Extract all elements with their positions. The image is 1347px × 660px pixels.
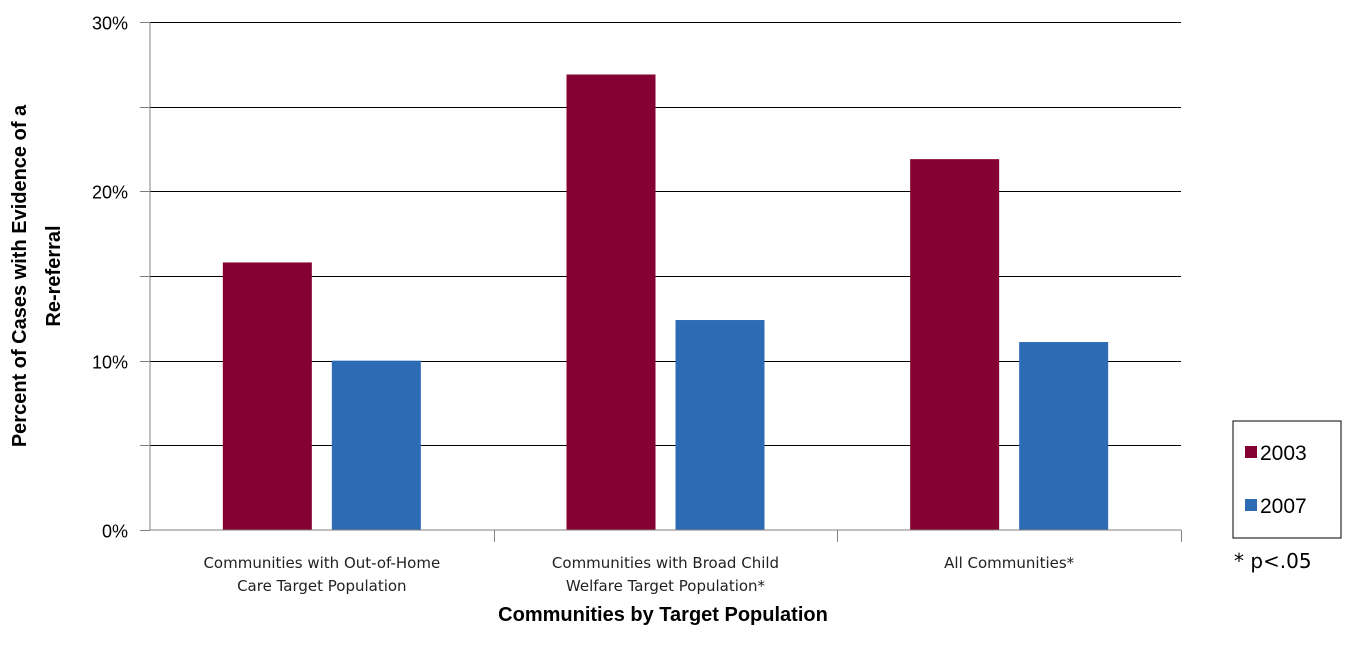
legend-swatch-2007 [1245,499,1257,511]
x-category-label: Communities with Out-of-Home [203,554,440,572]
y-tick-labels: 0% 10% 20% 30% [92,14,128,542]
y-tick-label: 10% [92,353,128,373]
x-category-label: Care Target Population [237,577,406,595]
bars [222,74,1109,530]
x-category-label: Welfare Target Population* [566,577,766,595]
x-axis-title: Communities by Target Population [498,604,828,626]
legend-label-2003: 2003 [1260,442,1307,465]
legend-label-2007: 2007 [1260,495,1307,518]
bar-2003-2 [566,74,656,530]
bar-2007-1 [331,360,421,530]
gridlines [140,22,1181,531]
legend-box [1232,420,1342,539]
y-axis-title-line-1: Percent of Cases with Evidence of a [9,104,31,447]
y-tick-label: 0% [102,522,128,542]
category-labels: Communities with Out-of-Home Care Target … [203,554,1074,595]
bar-2007-2 [675,320,765,530]
significance-note: * p<.05 [1234,549,1312,573]
x-category-label: Communities with Broad Child [552,554,779,572]
bar-2007-3 [1019,342,1109,530]
legend-swatch-2003 [1245,446,1257,458]
y-tick-label: 30% [92,14,128,34]
bar-2003-3 [910,159,1000,530]
legend: 2003 2007 [1232,420,1342,539]
x-category-label: All Communities* [944,554,1075,572]
y-axis-title: Percent of Cases with Evidence of a Re-r… [9,104,65,447]
axes [149,22,1182,542]
y-tick-label: 20% [92,183,128,203]
y-axis-title-line-2: Re-referral [43,225,65,326]
bar-2003-1 [222,262,312,530]
